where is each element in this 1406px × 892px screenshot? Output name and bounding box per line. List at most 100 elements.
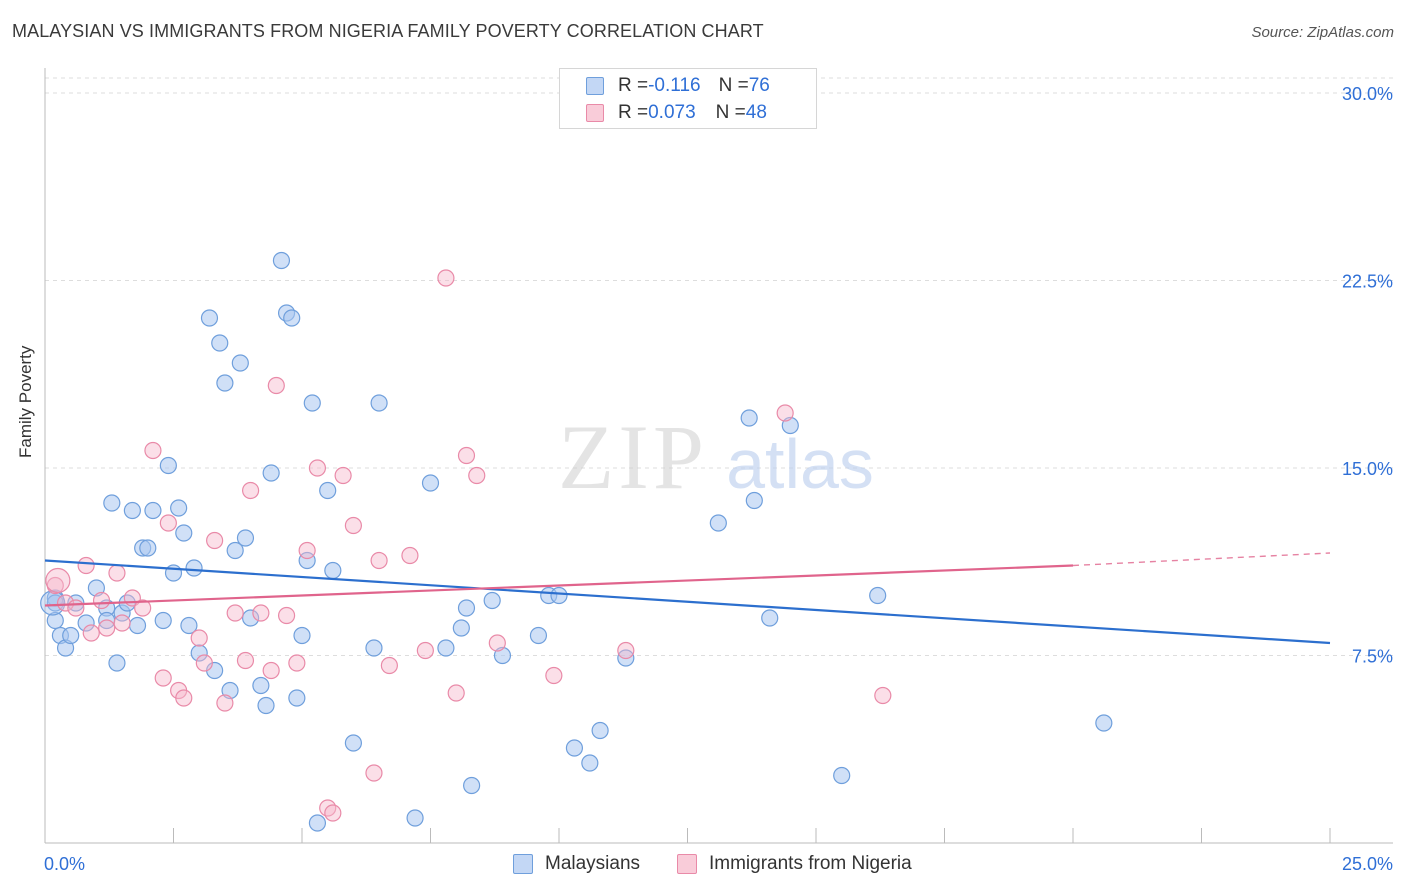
data-point-malaysian — [740, 409, 758, 427]
bottom-legend-label: Immigrants from Nigeria — [709, 853, 912, 874]
trend-line-malaysians — [44, 559, 1331, 645]
data-point-malaysian — [591, 721, 609, 740]
data-point-nigeria — [457, 446, 476, 465]
data-point-nigeria — [370, 551, 388, 570]
trend-lines — [44, 552, 1331, 645]
data-point-malaysian — [709, 514, 727, 532]
data-point-nigeria — [617, 641, 635, 660]
chart-title: MALAYSIAN VS IMMIGRANTS FROM NIGERIA FAM… — [12, 21, 764, 41]
bottom-legend-swatch-blue — [513, 854, 533, 874]
data-point-malaysian — [365, 639, 383, 657]
data-point-nigeria — [206, 531, 224, 550]
data-point-nigeria — [488, 634, 506, 652]
data-point-malaysian — [252, 676, 270, 695]
legend-swatch-pink — [586, 104, 604, 122]
legend-n-label: N = — [718, 75, 749, 96]
data-point-malaysian — [154, 611, 172, 630]
data-point-malaysian — [483, 591, 501, 610]
data-point-malaysian — [452, 619, 470, 637]
data-point-nigeria — [159, 514, 177, 532]
data-point-nigeria — [56, 594, 75, 612]
data-point-malaysian — [298, 551, 316, 570]
data-point-nigeria — [98, 619, 116, 637]
y-tick-label: 30.0% — [1342, 84, 1393, 104]
data-point-malaysian — [344, 734, 362, 752]
data-point-malaysian — [62, 626, 80, 645]
data-point-malaysian — [463, 776, 481, 795]
data-point-malaysian — [529, 626, 548, 645]
data-point-malaysian — [226, 541, 244, 560]
data-point-nigeria — [67, 599, 85, 617]
legend-row-nigeria: R = 0.073 N = 48 — [586, 101, 767, 125]
data-point-malaysian — [242, 609, 260, 627]
trend-line-nigeria — [44, 564, 1074, 607]
data-point-nigeria — [82, 624, 100, 642]
data-point-nigeria — [113, 614, 131, 632]
y-tick-label: 22.5% — [1342, 272, 1393, 292]
data-point-nigeria — [277, 606, 296, 625]
data-point-malaysian — [1095, 714, 1113, 732]
data-point-malaysian — [185, 559, 203, 577]
data-point-nigeria — [344, 516, 362, 535]
data-point-malaysian — [745, 491, 763, 510]
series-malaysians — [40, 251, 1113, 832]
data-point-malaysian — [144, 501, 162, 520]
data-point-nigeria — [267, 376, 285, 395]
data-point-nigeria — [108, 564, 126, 582]
data-point-malaysian — [262, 464, 280, 482]
data-point-malaysian — [833, 766, 851, 785]
legend-r-label: R = — [618, 75, 649, 96]
legend-n-label: N = — [715, 102, 746, 123]
trend-line-nigeria-extension — [1072, 552, 1331, 567]
data-point-malaysian — [550, 586, 568, 605]
x-tick-label: 25.0% — [1342, 854, 1393, 874]
data-point-malaysian — [170, 499, 188, 517]
data-point-nigeria — [324, 804, 342, 822]
data-point-nigeria — [319, 799, 337, 817]
data-point-malaysian — [308, 814, 327, 832]
data-point-malaysian — [370, 394, 388, 412]
data-point-malaysian — [406, 809, 424, 827]
data-point-malaysian — [216, 374, 234, 392]
data-point-nigeria — [242, 481, 260, 500]
data-point-nigeria — [190, 629, 208, 647]
series-nigeria — [45, 269, 892, 822]
data-point-malaysian — [77, 614, 95, 632]
data-point-malaysian — [272, 251, 291, 270]
data-point-nigeria — [365, 764, 383, 782]
data-point-malaysian — [324, 561, 342, 580]
watermark-zip: ZIP — [558, 406, 708, 508]
data-point-nigeria — [216, 694, 234, 712]
data-point-nigeria — [437, 269, 455, 287]
data-point-nigeria — [545, 666, 563, 685]
data-point-malaysian — [190, 644, 208, 662]
data-point-malaysian — [211, 334, 229, 352]
data-point-nigeria — [874, 686, 892, 705]
y-tick-label: 15.0% — [1342, 459, 1393, 479]
data-point-malaysian — [123, 501, 141, 520]
data-point-malaysian — [175, 524, 193, 542]
legend-n-value: 48 — [745, 102, 767, 123]
data-point-nigeria — [298, 541, 316, 560]
data-point-nigeria — [92, 591, 111, 610]
data-point-malaysian — [257, 696, 275, 715]
data-point-malaysian — [46, 611, 64, 630]
data-point-malaysian — [293, 626, 311, 645]
y-tick-label: 7.5% — [1352, 647, 1393, 667]
axes — [44, 68, 1393, 844]
data-point-nigeria — [308, 459, 327, 477]
legend-swatch-blue — [586, 77, 604, 95]
data-point-malaysian — [231, 354, 249, 372]
legend-r-label: R = — [618, 102, 649, 123]
data-point-nigeria — [226, 604, 244, 622]
data-point-malaysian — [200, 309, 219, 327]
legend-r-value: -0.116 — [648, 75, 701, 96]
legend-r-value: 0.073 — [648, 102, 696, 123]
data-point-nigeria — [144, 441, 162, 460]
data-point-malaysian — [869, 586, 887, 605]
data-point-malaysian — [103, 494, 121, 512]
data-point-nigeria — [334, 466, 352, 485]
legend-row-malaysians: R = -0.116 N = 76 — [586, 74, 770, 98]
data-point-malaysian — [236, 529, 255, 547]
data-point-nigeria — [154, 669, 172, 687]
